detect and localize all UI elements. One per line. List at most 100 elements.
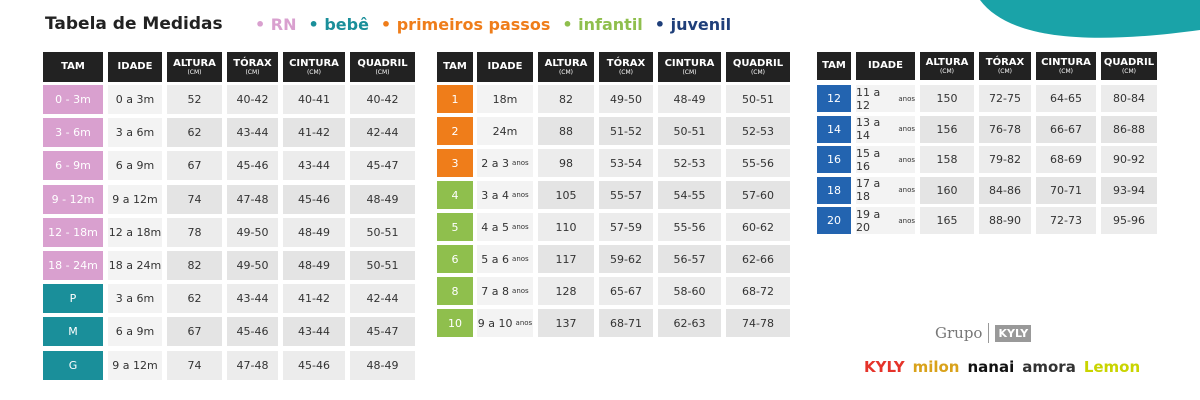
measure-cell: 50-51 — [350, 217, 415, 247]
measure-value: 137 — [555, 316, 577, 330]
measure-cell: 58-60 — [658, 277, 721, 305]
age-label: 6 a 9m — [115, 325, 155, 339]
measure-value: 68-72 — [742, 284, 774, 298]
measure-value: 45-46 — [298, 192, 330, 206]
brand-name: amora — [1022, 358, 1076, 376]
group-mark: KYLY — [995, 324, 1032, 342]
measure-value: 86-88 — [1113, 122, 1145, 136]
age-label: 3 a 6m — [115, 292, 155, 306]
measure-value: 47-48 — [236, 192, 269, 206]
header-unit: (CM) — [618, 68, 634, 76]
age-cell: 7 a 8 anos — [477, 277, 533, 305]
legend-item: • juvenil — [655, 15, 731, 34]
measure-value: 40-41 — [298, 93, 330, 106]
header-cell: QUADRIL (CM) — [1101, 52, 1157, 80]
measure-value: 45-47 — [366, 325, 399, 339]
measure-value: 74 — [187, 192, 202, 206]
age-cell: 9 a 12m — [108, 184, 162, 214]
age-cell: 9 a 12m — [108, 350, 162, 380]
size-cell: 14 — [817, 115, 851, 143]
size-cell: 6 - 9m — [43, 151, 103, 181]
size-cell: 6 — [437, 245, 473, 273]
measure-value: 88-90 — [989, 214, 1021, 227]
age-unit: anos — [898, 186, 915, 194]
size-label: 6 — [451, 252, 459, 266]
measure-cell: 50-51 — [350, 251, 415, 280]
measure-value: 45-46 — [236, 325, 269, 339]
measure-cell: 82 — [167, 251, 222, 280]
measure-cell: 165 — [920, 207, 974, 234]
age-unit: anos — [898, 155, 915, 164]
header-label: QUADRIL — [357, 57, 408, 69]
measure-value: 57-60 — [742, 188, 774, 202]
measure-value: 49-50 — [610, 92, 642, 106]
measure-value: 52-53 — [742, 124, 774, 138]
measure-value: 156 — [936, 122, 958, 136]
header-label: IDADE — [868, 60, 903, 71]
measure-value: 67 — [187, 325, 202, 339]
header-cell: ALTURA (CM) — [920, 52, 974, 80]
measure-cell: 82 — [538, 85, 594, 113]
measure-cell: 43-44 — [227, 118, 278, 148]
age-cell: 9 a 10 anos — [477, 309, 533, 337]
measure-cell: 98 — [538, 149, 594, 177]
age-label: 18m — [492, 92, 518, 106]
header-label: QUADRIL — [1103, 56, 1155, 68]
measure-cell: 45-46 — [283, 350, 345, 380]
measure-cell: 50-51 — [726, 85, 790, 113]
header-cell: TÓRAX (CM) — [979, 52, 1031, 80]
age-cell: 6 a 9m — [108, 317, 162, 347]
age-cell: 5 a 6 anos — [477, 245, 533, 273]
age-label: 15 a 16 — [856, 146, 881, 173]
age-cell: 24m — [477, 117, 533, 145]
measure-value: 68-71 — [610, 316, 642, 330]
measure-value: 55-57 — [610, 188, 642, 202]
measure-cell: 79-82 — [979, 146, 1031, 173]
age-cell: 0 a 3m — [108, 85, 162, 114]
legend-bullet: • — [654, 15, 671, 34]
measure-cell: 62 — [167, 118, 222, 148]
measure-cell: 57-59 — [599, 213, 653, 241]
measure-cell: 49-50 — [599, 85, 653, 113]
size-label: 18 — [827, 183, 841, 197]
legend-label: RN — [270, 15, 297, 34]
measure-cell: 65-67 — [599, 277, 653, 305]
legend-bullet: • — [380, 15, 397, 34]
header-unit: (CM) — [306, 68, 322, 76]
size-cell: 8 — [437, 277, 473, 305]
header-cell: CINTURA (CM) — [1036, 52, 1096, 80]
header-unit: (CM) — [245, 68, 260, 76]
size-label: 9 - 12m — [51, 192, 95, 206]
size-label: 12 - 18m — [48, 225, 98, 239]
header-unit: (CM) — [997, 67, 1013, 75]
size-label: 0 - 3m — [55, 93, 91, 106]
header-cell: TAM — [817, 52, 851, 80]
age-label: 18 a 24m — [108, 259, 162, 272]
header-label: TÓRAX — [606, 57, 646, 69]
measure-value: 150 — [936, 92, 958, 105]
measure-value: 66-67 — [1050, 122, 1082, 136]
brand-name: Lemon — [1083, 358, 1141, 376]
header-unit: (CM) — [1121, 67, 1137, 75]
measure-value: 60-62 — [742, 220, 774, 234]
measure-cell: 158 — [920, 146, 974, 173]
measure-value: 43-44 — [236, 292, 269, 306]
measure-value: 57-59 — [610, 220, 642, 234]
measure-cell: 68-71 — [599, 309, 653, 337]
age-cell: 18 a 24m — [108, 251, 162, 280]
measure-cell: 52-53 — [658, 149, 721, 177]
measure-cell: 78 — [167, 217, 222, 247]
size-cell: 20 — [817, 207, 851, 234]
measure-cell: 52-53 — [726, 117, 790, 145]
header-unit: (CM) — [750, 68, 766, 76]
measure-value: 165 — [936, 214, 958, 227]
header-label: TÓRAX — [233, 57, 272, 69]
measure-cell: 90-92 — [1101, 146, 1157, 173]
age-label: 7 a 8 — [481, 284, 510, 298]
age-cell: 6 a 9m — [108, 151, 162, 181]
measure-value: 79-82 — [989, 153, 1021, 166]
header-label: CINTURA — [289, 57, 339, 69]
age-label: 3 a 4 — [481, 188, 510, 202]
decor-blob — [980, 0, 1200, 38]
